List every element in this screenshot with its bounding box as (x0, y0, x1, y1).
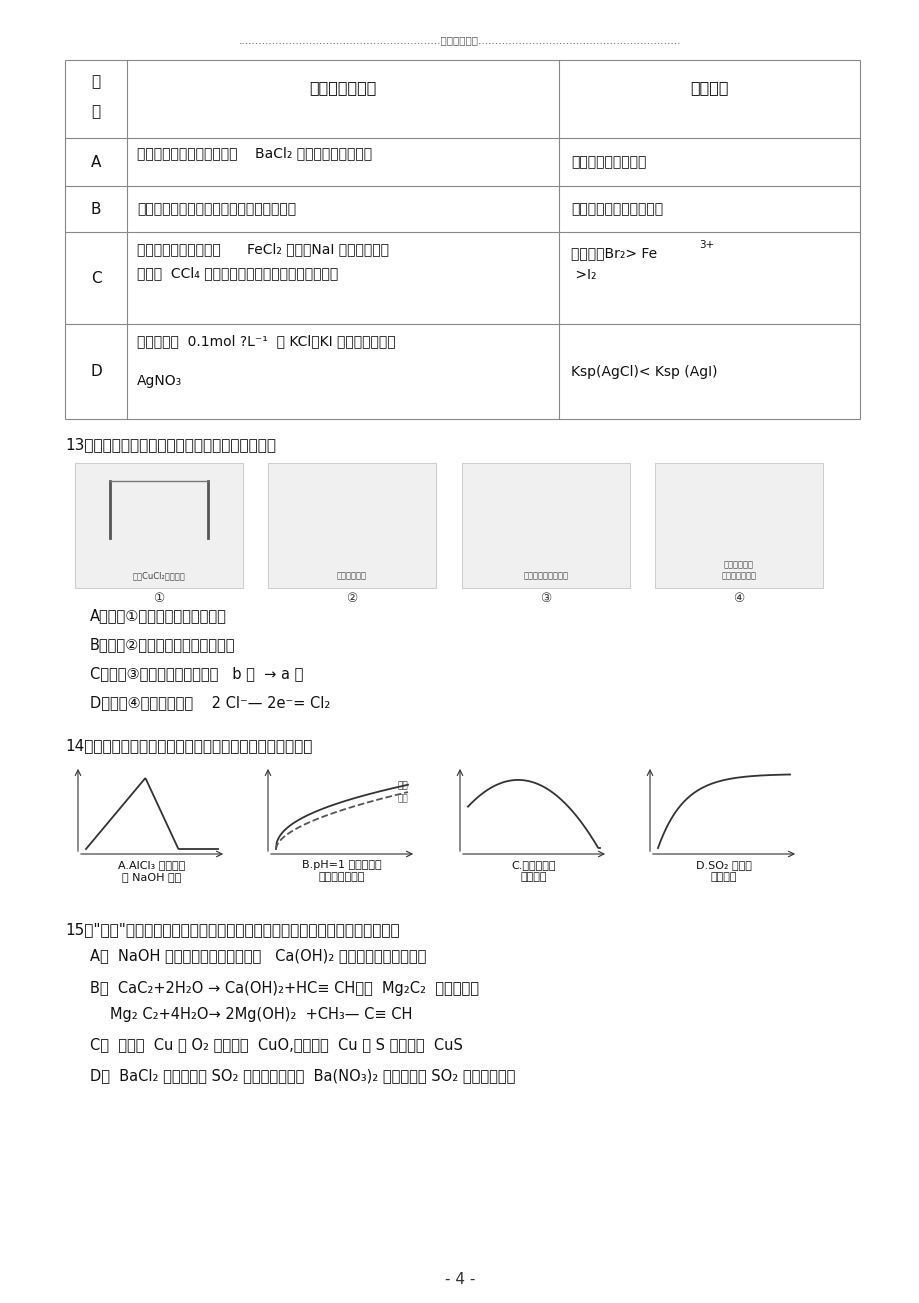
Text: 电解CuCl₂溶液装置: 电解CuCl₂溶液装置 (132, 571, 185, 580)
Text: 氢氧燃料电池示意图: 氢氧燃料电池示意图 (523, 571, 568, 580)
Text: 光洁的铁钉放在冷的浓硫酸中，无明显现象: 光洁的铁钉放在冷的浓硫酸中，无明显现象 (137, 202, 296, 216)
Text: 铁钉与冷的浓硫酸不反应: 铁钉与冷的浓硫酸不反应 (571, 202, 663, 216)
Text: B．  CaC₂+2H₂O → Ca(OH)₂+HC≡ CH，则  Mg₂C₂  也能水解：: B． CaC₂+2H₂O → Ca(OH)₂+HC≡ CH，则 Mg₂C₂ 也能… (90, 981, 479, 995)
Text: ③: ③ (539, 592, 551, 605)
Text: 实验操作及现象: 实验操作及现象 (309, 81, 376, 95)
Text: B: B (91, 202, 101, 216)
Text: 项: 项 (91, 104, 100, 119)
Text: 选: 选 (91, 74, 100, 89)
Text: 14．下列实验过程中产生的现象与图中曲线变化相对应的是: 14．下列实验过程中产生的现象与图中曲线变化相对应的是 (65, 737, 312, 753)
Text: A.AlCl₃ 溶液中滴
入 NaOH 溶液: A.AlCl₃ 溶液中滴 入 NaOH 溶液 (119, 860, 186, 882)
Text: B．装置②中铜片应与电源负极相连: B．装置②中铜片应与电源负极相连 (90, 637, 235, 652)
Text: 13．观察下列几个装置示意图，有关叙述正确的是: 13．观察下列几个装置示意图，有关叙述正确的是 (65, 437, 276, 452)
Text: 盐酸: 盐酸 (398, 794, 408, 803)
Text: D．装置④中阴极反应：    2 Cl⁻— 2e⁻= Cl₂: D．装置④中阴极反应： 2 Cl⁻— 2e⁻= Cl₂ (90, 694, 330, 710)
Text: C.氮气通入酳
酸溶液中: C.氮气通入酳 酸溶液中 (511, 860, 556, 882)
Text: ④: ④ (732, 592, 743, 605)
Text: Ksp(AgCl)< Ksp (AgI): Ksp(AgCl)< Ksp (AgI) (571, 365, 717, 378)
Text: B.pH=1 的醒酸和盐
酸分别加水稀释: B.pH=1 的醒酸和盐 酸分别加水稀释 (301, 860, 381, 882)
Text: A．  NaOH 饱和溶液导电能力强，则   Ca(OH)₂ 饱和溶液导电能力也强: A． NaOH 饱和溶液导电能力强，则 Ca(OH)₂ 饱和溶液导电能力也强 (90, 949, 425, 963)
Text: D: D (90, 364, 102, 379)
Text: - 4 -: - 4 - (444, 1272, 475, 1287)
Text: 别滴加  CCl₄ 振荡静置，下层分别呈无色和紫红色: 别滴加 CCl₄ 振荡静置，下层分别呈无色和紫红色 (137, 266, 338, 280)
FancyBboxPatch shape (461, 463, 630, 588)
Text: >I₂: >I₂ (571, 268, 596, 281)
Text: C: C (91, 271, 101, 285)
Text: AgNO₃: AgNO₃ (137, 374, 182, 388)
Text: D.SO₂ 气体通
入溨水中: D.SO₂ 气体通 入溨水中 (696, 860, 751, 882)
Text: D．  BaCl₂ 溶液中通入 SO₂ 无沉淀产生，则  Ba(NO₃)₂ 溶液中通入 SO₂ 也无沉淀产生: D． BaCl₂ 溶液中通入 SO₂ 无沉淀产生，则 Ba(NO₃)₂ 溶液中通… (90, 1068, 515, 1083)
Text: 3+: 3+ (698, 240, 713, 250)
Text: 电镀铜的装置: 电镀铜的装置 (336, 571, 367, 580)
Text: ①: ① (153, 592, 165, 605)
FancyBboxPatch shape (267, 463, 436, 588)
Text: 该溶液中不一定含有: 该溶液中不一定含有 (571, 155, 646, 169)
Text: 实验结论: 实验结论 (689, 81, 728, 95)
Text: 醋酸: 醋酸 (398, 780, 408, 790)
Text: C．装置③中外电路电流方向：   b 极  → a 极: C．装置③中外电路电流方向： b 极 → a 极 (90, 666, 303, 681)
Text: ............................................................最新资料推荐..............: ........................................… (239, 35, 680, 46)
FancyBboxPatch shape (654, 463, 823, 588)
Text: A: A (91, 155, 101, 169)
Text: Mg₂ C₂+4H₂O→ 2Mg(OH)₂  +CH₃— C≡ CH: Mg₂ C₂+4H₂O→ 2Mg(OH)₂ +CH₃— C≡ CH (110, 1007, 412, 1022)
Text: 氧化性：Br₂> Fe: 氧化性：Br₂> Fe (571, 246, 656, 261)
Text: A．装置①中阳极上析出红色固体: A．装置①中阳极上析出红色固体 (90, 609, 227, 623)
Text: C．  加热时  Cu 与 O₂ 反应生成  CuO,则加热时  Cu 与 S 反应生成  CuS: C． 加热时 Cu 与 O₂ 反应生成 CuO,则加热时 Cu 与 S 反应生成… (90, 1037, 462, 1052)
Text: 15．"类推"的思维方式在化学学习与研究中经常采用。下列类推思维中正确的是: 15．"类推"的思维方式在化学学习与研究中经常采用。下列类推思维中正确的是 (65, 923, 399, 937)
Text: 将少量的溴水分别滴入      FeCl₂ 溶液、NaI 溶液中，再分: 将少量的溴水分别滴入 FeCl₂ 溶液、NaI 溶液中，再分 (137, 242, 389, 255)
Text: ②: ② (346, 592, 357, 605)
Text: 向某溶液中加入盐酸酸化的    BaCl₂ 溶液，生成白色沉淀: 向某溶液中加入盐酸酸化的 BaCl₂ 溶液，生成白色沉淀 (137, 146, 371, 160)
FancyBboxPatch shape (75, 463, 243, 588)
Text: 离子交换膜法
电解原理示意图: 离子交换膜法 电解原理示意图 (720, 560, 755, 580)
Text: 向浓度均为  0.1mol ?L⁻¹  的 KCl、KI 混合溶液中滴加: 向浓度均为 0.1mol ?L⁻¹ 的 KCl、KI 混合溶液中滴加 (137, 334, 395, 348)
